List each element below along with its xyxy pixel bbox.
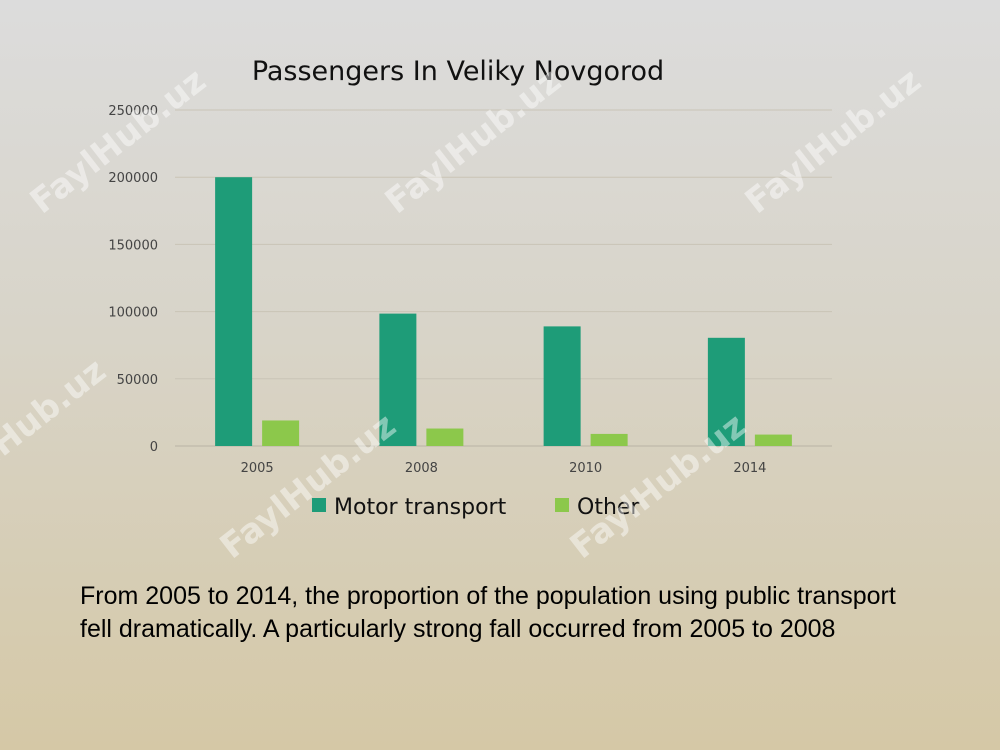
- y-tick-label: 150000: [108, 238, 158, 253]
- caption-text: From 2005 to 2014, the proportion of the…: [80, 582, 896, 643]
- y-axis-ticks: 0 50000 100000 150000 200000 250000: [108, 104, 158, 455]
- watermark: FaylHub.uz: [23, 61, 214, 222]
- y-tick-label: 0: [150, 440, 158, 455]
- legend-label: Other: [577, 495, 640, 520]
- x-tick-label: 2014: [733, 461, 766, 476]
- bar-motor-transport-2014: [707, 337, 745, 446]
- legend-label: Motor transport: [334, 495, 507, 520]
- watermark: FaylHub.uz: [0, 351, 114, 512]
- x-tick-label: 2010: [569, 461, 602, 476]
- bar-other-2005: [262, 420, 300, 446]
- y-tick-label: 50000: [117, 373, 158, 388]
- x-tick-label: 2005: [241, 461, 274, 476]
- legend-swatch: [555, 498, 569, 512]
- bar-motor-transport-2010: [543, 326, 581, 446]
- bar-other-2008: [426, 428, 464, 446]
- x-tick-label: 2008: [405, 461, 438, 476]
- bar-other-2010: [590, 433, 628, 446]
- chart-title: Passengers In Veliky Novgorod: [252, 56, 664, 87]
- y-tick-label: 200000: [108, 171, 158, 186]
- bar-motor-transport-2005: [215, 177, 253, 446]
- x-axis-ticks: 2005 2008 2010 2014: [241, 461, 767, 476]
- bar-motor-transport-2008: [379, 313, 417, 446]
- bars: [215, 177, 792, 446]
- y-tick-label: 250000: [108, 104, 158, 119]
- watermark: FaylHub.uz: [738, 61, 929, 222]
- legend-swatch: [312, 498, 326, 512]
- legend: Motor transport Other: [312, 495, 640, 520]
- bar-other-2014: [754, 434, 792, 446]
- y-tick-label: 100000: [108, 306, 158, 321]
- watermark: FaylHub.uz: [563, 406, 754, 567]
